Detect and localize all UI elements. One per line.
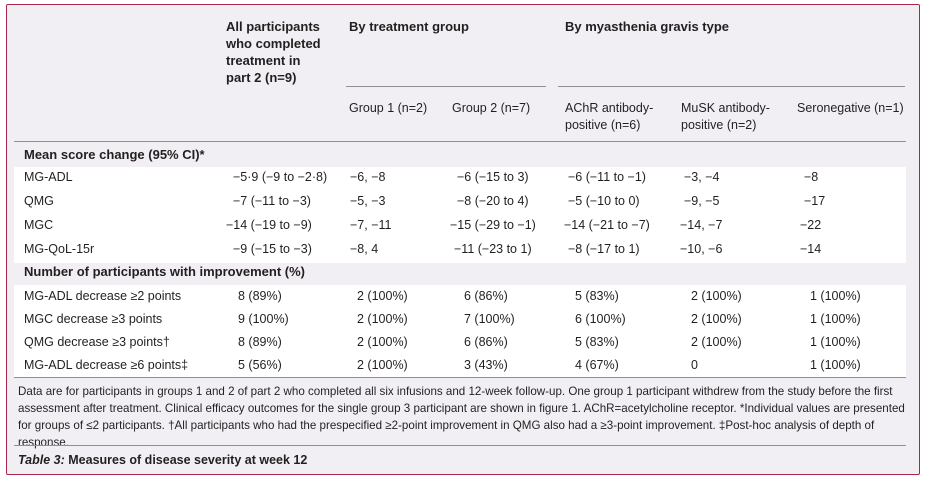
cell-group2: −6 (−15 to 3) [457,170,529,184]
cell-seronegative: −17 [804,194,826,208]
header-bottom-rule [14,141,906,142]
cell-seronegative: −22 [800,218,822,232]
colhead-achr: AChR antibody- positive (n=6) [565,101,654,132]
cell-seronegative: −8 [804,170,819,184]
cell-group1: 2 (100%) [357,312,408,326]
cell-musk: 2 (100%) [691,312,742,326]
section1-rows-band [14,167,906,263]
cell-group2: 7 (100%) [464,312,515,326]
cell-all: −9 (−15 to −3) [233,242,312,256]
cell-group1: −7, −11 [350,218,392,232]
cell-musk: 2 (100%) [691,289,742,303]
table-footnote: Data are for participants in groups 1 an… [18,385,905,449]
cell-achr: −8 (−17 to 1) [568,242,640,256]
row-label: MG-ADL decrease ≥6 points‡ [24,358,189,372]
colhead-musk: MuSK antibody- positive (n=2) [681,101,770,132]
cell-group1: −6, −8 [350,170,386,184]
header-rule-mg-type [558,86,905,87]
cell-musk: −10, −6 [680,242,723,256]
cell-group2: 3 (43%) [464,358,508,372]
section-title-improvement: Number of participants with improvement … [24,264,305,279]
cell-group2: −8 (−20 to 4) [457,194,529,208]
row-label: QMG decrease ≥3 points† [24,335,170,349]
header-by-treatment-group: By treatment group [349,19,469,34]
caption-rule [14,445,906,446]
cell-group2: 6 (86%) [464,289,508,303]
cell-musk: −9, −5 [684,194,720,208]
cell-group2: −15 (−29 to −1) [450,218,536,232]
cell-seronegative: 1 (100%) [810,335,861,349]
header-rule-treatment [346,86,546,87]
cell-all: 9 (100%) [238,312,289,326]
cell-musk: −14, −7 [680,218,723,232]
cell-all: −5·9 (−9 to −2·8) [233,170,328,184]
cell-group2: 6 (86%) [464,335,508,349]
cell-achr: 5 (83%) [575,289,619,303]
cell-seronegative: 1 (100%) [810,358,861,372]
row-label: MG-ADL [24,170,73,184]
header-by-mg-type: By myasthenia gravis type [565,19,730,34]
table-bottom-rule [14,377,906,378]
section2-rows-band [14,285,906,377]
cell-all: 8 (89%) [238,289,282,303]
caption-text: Measures of disease severity at week 12 [68,453,308,467]
cell-achr: 4 (67%) [575,358,619,372]
colhead-seronegative: Seronegative (n=1) [797,101,904,115]
cell-seronegative: 1 (100%) [810,312,861,326]
header-all-participants: All participants who completed treatment… [226,19,321,85]
cell-group1: −8, 4 [350,242,379,256]
cell-all: −14 (−19 to −9) [226,218,312,232]
cell-group1: 2 (100%) [357,289,408,303]
row-label: MGC [24,218,54,232]
cell-achr: 5 (83%) [575,335,619,349]
cell-group1: 2 (100%) [357,335,408,349]
colhead-group2: Group 2 (n=7) [452,101,531,115]
section-title-mean-score: Mean score change (95% CI)* [24,147,205,162]
cell-musk: −3, −4 [684,170,720,184]
cell-achr: −6 (−11 to −1) [568,170,646,184]
cell-group2: −11 (−23 to 1) [454,242,532,256]
row-label: QMG [24,194,54,208]
cell-seronegative: −14 [800,242,822,256]
colhead-group1: Group 1 (n=2) [349,101,428,115]
cell-achr: −14 (−21 to −7) [564,218,650,232]
table-caption: Table 3: Measures of disease severity at… [18,452,307,468]
cell-musk: 2 (100%) [691,335,742,349]
row-label: MG-ADL decrease ≥2 points [24,289,182,303]
cell-group1: −5, −3 [350,194,386,208]
caption-label: Table 3: [18,453,65,467]
cell-all: 5 (56%) [238,358,282,372]
cell-musk: 0 [691,358,698,372]
row-label: MG-QoL-15r [24,242,95,256]
cell-all: −7 (−11 to −3) [233,194,311,208]
cell-achr: −5 (−10 to 0) [568,194,640,208]
row-label: MGC decrease ≥3 points [24,312,163,326]
cell-all: 8 (89%) [238,335,282,349]
cell-achr: 6 (100%) [575,312,626,326]
cell-seronegative: 1 (100%) [810,289,861,303]
cell-group1: 2 (100%) [357,358,408,372]
